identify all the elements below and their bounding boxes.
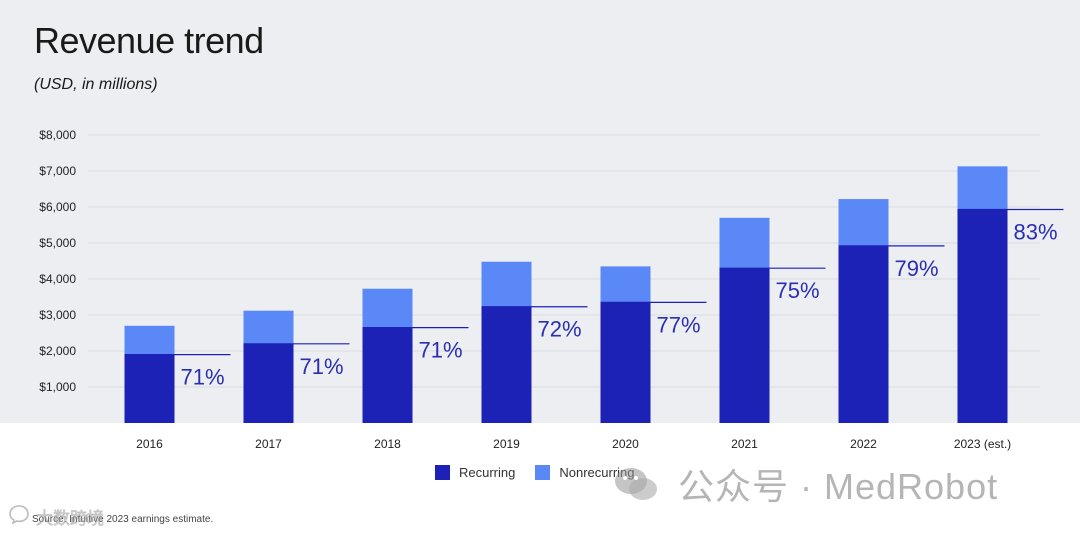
bar-recurring	[719, 268, 770, 423]
y-tick-label: $3,000	[39, 308, 76, 322]
legend-swatch-nonrecurring	[535, 465, 551, 480]
y-tick-label: $2,000	[39, 344, 76, 358]
bar-nonrecurring	[957, 166, 1008, 210]
bar-recurring	[362, 327, 413, 423]
chat-bubble-icon	[8, 504, 30, 529]
y-tick-label: $5,000	[39, 236, 76, 250]
legend-label-nonrecurring: Nonrecurring	[559, 465, 635, 480]
bar-recurring	[481, 306, 532, 423]
recurring-share-label: 71%	[300, 354, 344, 379]
x-tick-label: 2018	[374, 437, 401, 451]
bar-nonrecurring	[124, 325, 175, 355]
bar-nonrecurring	[838, 199, 889, 246]
watermark-text: 公众号 · MedRobot	[678, 466, 999, 507]
legend-swatch-recurring	[435, 465, 450, 480]
x-tick-label: 2021	[731, 437, 758, 451]
recurring-share-label: 71%	[419, 338, 463, 363]
recurring-share-label: 83%	[1014, 220, 1058, 245]
bar-recurring	[243, 343, 294, 423]
bar-recurring	[124, 354, 175, 423]
y-tick-label: $1,000	[39, 380, 76, 394]
recurring-share-label: 71%	[181, 365, 225, 390]
bar-nonrecurring	[600, 266, 651, 303]
y-tick-label: $8,000	[39, 128, 76, 142]
bar-nonrecurring	[362, 288, 413, 328]
page-subtitle: (USD, in millions)	[34, 76, 158, 93]
recurring-share-label: 72%	[538, 317, 582, 342]
x-tick-label: 2022	[850, 437, 877, 451]
bar-nonrecurring	[481, 261, 532, 307]
x-tick-label: 2016	[136, 437, 163, 451]
x-tick-label: 2020	[612, 437, 639, 451]
legend-item-recurring: Recurring	[435, 465, 515, 480]
watermark: 公众号 · MedRobot	[612, 458, 998, 510]
y-tick-label: $6,000	[39, 200, 76, 214]
x-tick-label: 2017	[255, 437, 282, 451]
legend-item-nonrecurring: Nonrecurring	[535, 465, 635, 480]
chart-legend: Recurring Nonrecurring	[435, 465, 655, 480]
bar-nonrecurring	[719, 217, 770, 269]
chart-panel	[0, 0, 1080, 423]
source-note: Source: Intuitive 2023 earnings estimate…	[32, 514, 214, 525]
watermark-left: 大数跨境	[8, 504, 104, 529]
legend-label-recurring: Recurring	[459, 465, 516, 480]
recurring-share-label: 79%	[895, 256, 939, 281]
page-title: Revenue trend	[34, 20, 264, 61]
bar-recurring	[957, 209, 1008, 423]
x-tick-label: 2023 (est.)	[954, 437, 1011, 451]
recurring-share-label: 75%	[776, 278, 820, 303]
watermark-left-text: 大数跨境	[36, 509, 104, 528]
y-tick-label: $4,000	[39, 272, 76, 286]
bar-recurring	[600, 302, 651, 423]
bar-nonrecurring	[243, 310, 294, 344]
bar-recurring	[838, 245, 889, 423]
recurring-share-label: 77%	[657, 312, 701, 337]
wechat-icon	[612, 464, 660, 504]
x-tick-label: 2019	[493, 437, 520, 451]
y-tick-label: $7,000	[39, 164, 76, 178]
